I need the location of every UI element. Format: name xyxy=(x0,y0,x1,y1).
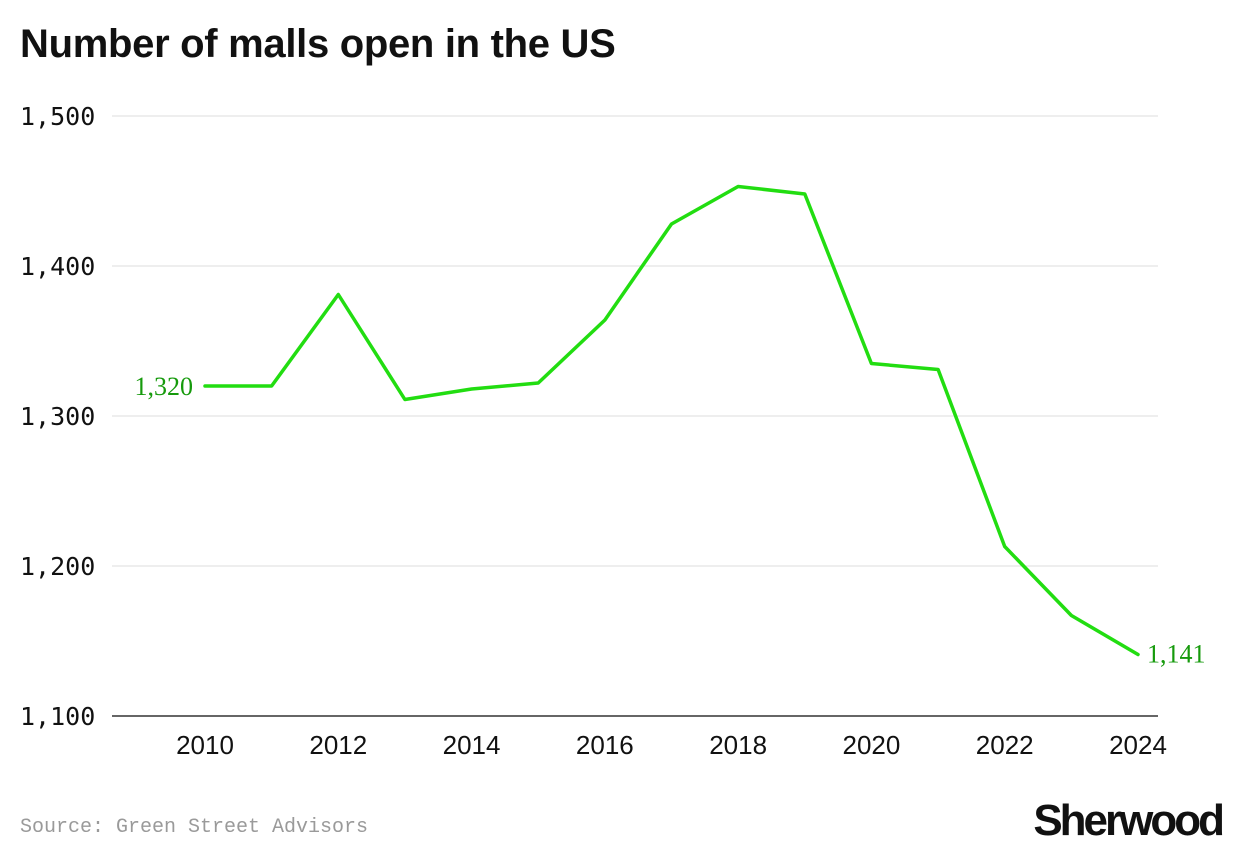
x-tick-label: 2024 xyxy=(1109,730,1167,760)
source-note: Source: Green Street Advisors xyxy=(20,816,369,839)
data-point xyxy=(1136,653,1140,657)
data-labels: 1,320 1,141 xyxy=(135,372,1206,669)
y-tick-label: 1,400 xyxy=(20,252,95,281)
data-point xyxy=(670,222,674,226)
gridlines xyxy=(112,115,1158,717)
y-tick-label: 1,200 xyxy=(20,552,95,581)
data-point xyxy=(803,192,807,196)
data-point xyxy=(470,387,474,391)
x-tick-label: 2022 xyxy=(976,730,1034,760)
y-tick-label: 1,500 xyxy=(20,102,95,131)
data-point xyxy=(1069,614,1073,618)
data-point xyxy=(203,384,207,388)
x-tick-label: 2018 xyxy=(709,730,767,760)
data-point xyxy=(403,398,407,402)
start-value-label: 1,320 xyxy=(135,372,194,401)
chart-title: Number of malls open in the US xyxy=(20,22,616,66)
y-tick-label: 1,300 xyxy=(20,402,95,431)
data-point xyxy=(736,185,740,189)
series-lines xyxy=(203,184,1140,657)
data-point xyxy=(869,362,873,366)
x-tick-label: 2010 xyxy=(176,730,234,760)
data-point xyxy=(536,381,540,385)
data-point xyxy=(1003,545,1007,549)
data-point xyxy=(603,318,607,322)
y-tick-label: 1,100 xyxy=(20,702,95,731)
end-value-label: 1,141 xyxy=(1147,640,1206,669)
data-point xyxy=(336,293,340,297)
x-tick-label: 2014 xyxy=(443,730,501,760)
data-point xyxy=(936,368,940,372)
x-tick-label: 2016 xyxy=(576,730,634,760)
x-tick-label: 2020 xyxy=(843,730,901,760)
x-tick-label: 2012 xyxy=(309,730,367,760)
x-axis-ticks: 2010 2012 2014 2016 2018 2020 2022 2024 xyxy=(176,730,1167,760)
series-line xyxy=(203,184,1140,657)
data-point xyxy=(270,384,274,388)
brand-logo: Sherwood xyxy=(1033,796,1225,845)
y-axis-ticks: 1,100 1,200 1,300 1,400 1,500 xyxy=(20,102,95,731)
